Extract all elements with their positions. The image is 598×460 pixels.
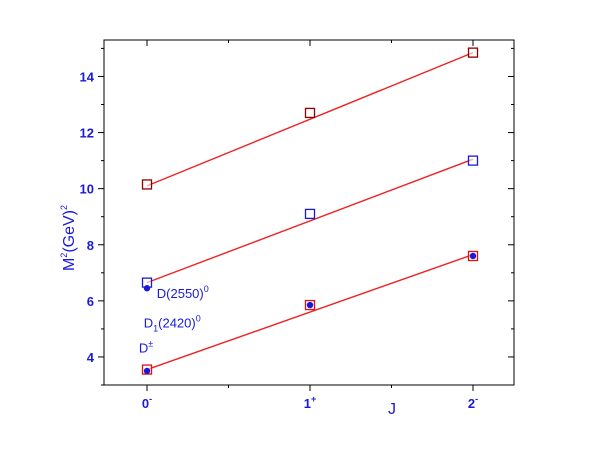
x-tick-label: 2- bbox=[468, 394, 478, 411]
annotation-d1-2420: D1(2420)0 bbox=[144, 314, 201, 334]
annotation-d-plus-minus: D± bbox=[139, 339, 153, 356]
square-marker bbox=[141, 179, 153, 190]
fit-lines bbox=[146, 51, 474, 371]
square-marker bbox=[467, 47, 479, 58]
filled-circle-marker bbox=[469, 252, 477, 260]
axes: 4 6 8 10 12 14 bbox=[80, 39, 515, 391]
y-tick-label: 6 bbox=[87, 294, 94, 309]
y-tick-label: 8 bbox=[87, 238, 94, 253]
filled-circle-marker bbox=[143, 285, 151, 292]
square-marker bbox=[467, 155, 479, 166]
y-tick-label: 10 bbox=[80, 182, 94, 197]
fit-line bbox=[146, 51, 474, 187]
fit-line bbox=[146, 253, 474, 371]
data-marks bbox=[141, 47, 479, 375]
y-tick-label: 14 bbox=[80, 69, 95, 84]
fit-line bbox=[146, 158, 474, 284]
x-tick-label: 1+ bbox=[304, 394, 317, 411]
x-tick-labels: 0- 1+ 2- bbox=[142, 394, 478, 411]
filled-circle-marker bbox=[143, 367, 151, 375]
plot-frame bbox=[103, 39, 515, 386]
square-marker bbox=[304, 208, 316, 220]
annotation-d2550: D(2550)0 bbox=[157, 284, 209, 301]
y-tick-label: 12 bbox=[80, 126, 94, 141]
square-marker bbox=[304, 107, 316, 119]
y-axis-title: M2(GeV)2 bbox=[59, 205, 78, 271]
x-tick-label: 0- bbox=[142, 394, 152, 411]
y-tick-label: 4 bbox=[87, 350, 95, 365]
filled-circle-marker bbox=[306, 301, 314, 309]
x-axis-title: J bbox=[388, 401, 396, 418]
